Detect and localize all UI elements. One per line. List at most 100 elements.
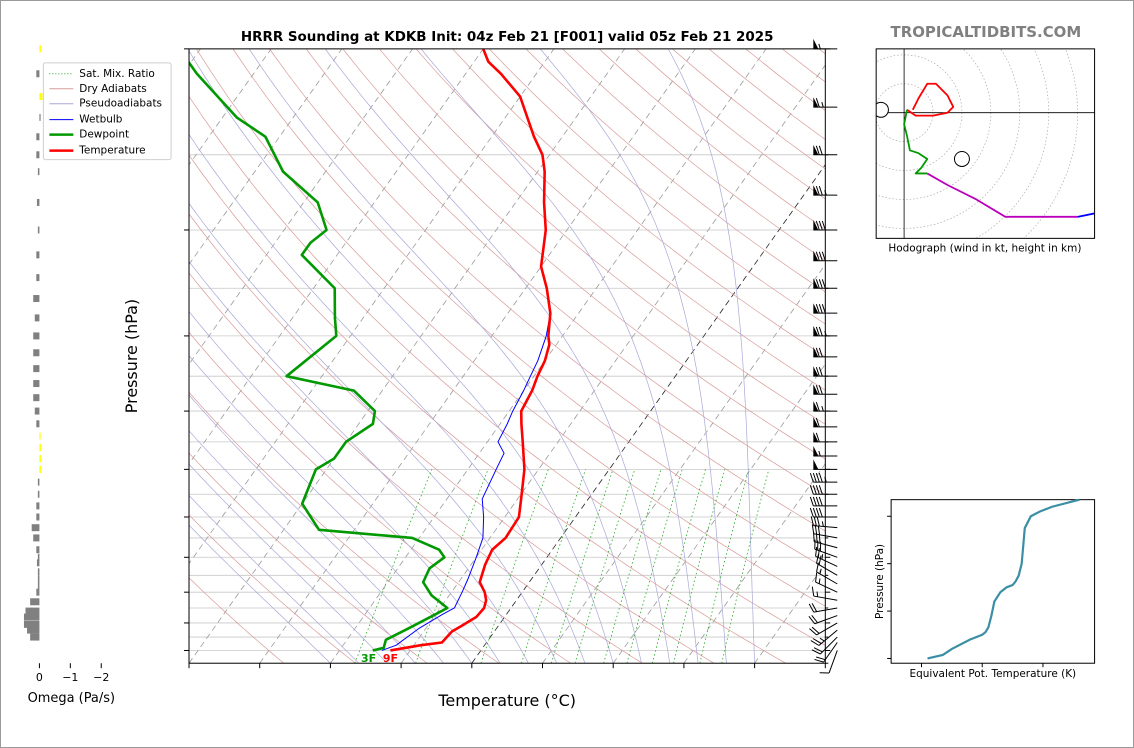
moist-adiabat [189,202,557,664]
skew-t-panel: Temperature (°C) Pressure (hPa) 3F 9F [122,48,831,710]
wind-barb-pennant [813,459,819,470]
dry-adiabat [745,48,826,111]
wind-barb-flag [815,472,820,483]
wind-barb [808,615,838,625]
wind-barbs [808,38,838,674]
omega-bar [36,70,40,78]
storm-motion-marker [876,101,889,118]
moist-adiabat [189,260,529,664]
wind-barb-flag [813,516,817,526]
temperature-line [390,48,552,652]
mixing-ratio-line [550,469,614,664]
omega-bar [37,582,40,590]
wind-barb-flag [815,432,820,443]
wind-barb-flag [815,546,818,557]
wind-barb-pennant [813,250,819,261]
omega-bar-upward [39,444,41,452]
omega-tick-label-1: −1 [62,671,78,684]
omega-bar [36,133,40,141]
omega-bar [33,365,40,373]
moist-adiabat [189,524,331,664]
dry-adiabat [342,48,826,460]
mixing-ratio-line [673,469,726,664]
dry-adiabat [305,48,826,495]
wind-barb-flag [821,251,826,261]
wind-barb-flag [815,279,820,289]
omega-bar [34,407,40,415]
wind-barb-flag [818,485,823,495]
isotherm [754,562,826,664]
wind-barb [809,507,838,518]
wind-barb-half-flag [818,578,821,584]
surface-dewpoint-label: 3F [361,652,376,665]
omega-bar [37,575,40,583]
wind-barb [813,250,838,262]
wind-barb-staff [828,650,838,674]
wind-barb-half-flag [824,330,827,337]
wind-barb-flag [821,279,826,289]
wind-barb-staff [814,541,838,549]
wind-barb-flag [809,485,814,495]
wind-barb-half-flag [818,43,821,50]
omega-panel: 0 −1 −2 Omega (Pa/s) [23,45,115,706]
wind-barb-flag [811,626,820,634]
omega-bar-upward [39,465,41,473]
wind-barb-half-flag [819,568,822,575]
omega-bar [33,349,40,357]
wind-barb-flag [811,586,815,597]
legend-label-temperature: Temperature [78,145,145,157]
dry-adiabat [196,48,826,607]
dry-adiabat [452,48,826,358]
dry-adiabat [189,452,428,664]
wind-barb-flag [815,507,820,518]
hodograph-trace [1077,212,1095,218]
wind-barb-flag [809,507,814,518]
dry-adiabat [782,48,826,83]
omega-bar [25,607,40,615]
isotherm [542,263,826,664]
omega-bar [36,274,40,282]
wind-barb-flag [818,496,823,507]
isotherm [471,164,826,664]
wind-barb-flag [818,251,823,261]
wind-barb-flag [814,524,818,535]
wind-barb-staff [813,525,838,529]
wind-barb [819,650,838,674]
wind-barb-flag [818,220,823,231]
wind-barb-flag [815,304,820,314]
wind-barb [813,346,838,358]
wind-barb-staff [819,636,838,655]
wind-barb-flag [818,347,823,357]
dry-adiabat [232,48,826,569]
wind-barb-flag [815,326,820,337]
omega-xlabel: Omega (Pa/s) [28,691,115,706]
wind-barb-flag [815,251,820,261]
theta-e-line [927,498,1080,660]
wind-barb [809,622,838,636]
dry-adiabat [189,95,826,646]
wind-barb-staff [813,533,838,539]
wind-barb-flag [818,304,823,314]
wind-barb-pennant [813,38,819,49]
omega-bar [36,198,40,206]
omega-bar [37,568,40,576]
omega-bar [27,626,40,634]
wind-barb [813,38,838,50]
dry-adiabat [379,48,826,425]
wind-barb-flag [817,525,821,535]
wind-barb-flag [814,658,824,663]
mixing-ratio-line [521,469,586,664]
isotherm [683,463,826,664]
moist-adiabat [189,394,444,664]
omega-bar [33,295,40,303]
omega-bar [23,613,40,621]
legend-label-dewpoint: Dewpoint [79,129,129,141]
omega-bar [36,502,40,510]
omega-bar [36,151,40,159]
omega-bar [30,598,40,606]
mixing-ratio-line [699,469,750,664]
omega-bar [33,380,40,388]
wind-barb-flag [809,628,817,636]
omega-bar [36,559,40,567]
omega-bar-upward [39,45,41,53]
